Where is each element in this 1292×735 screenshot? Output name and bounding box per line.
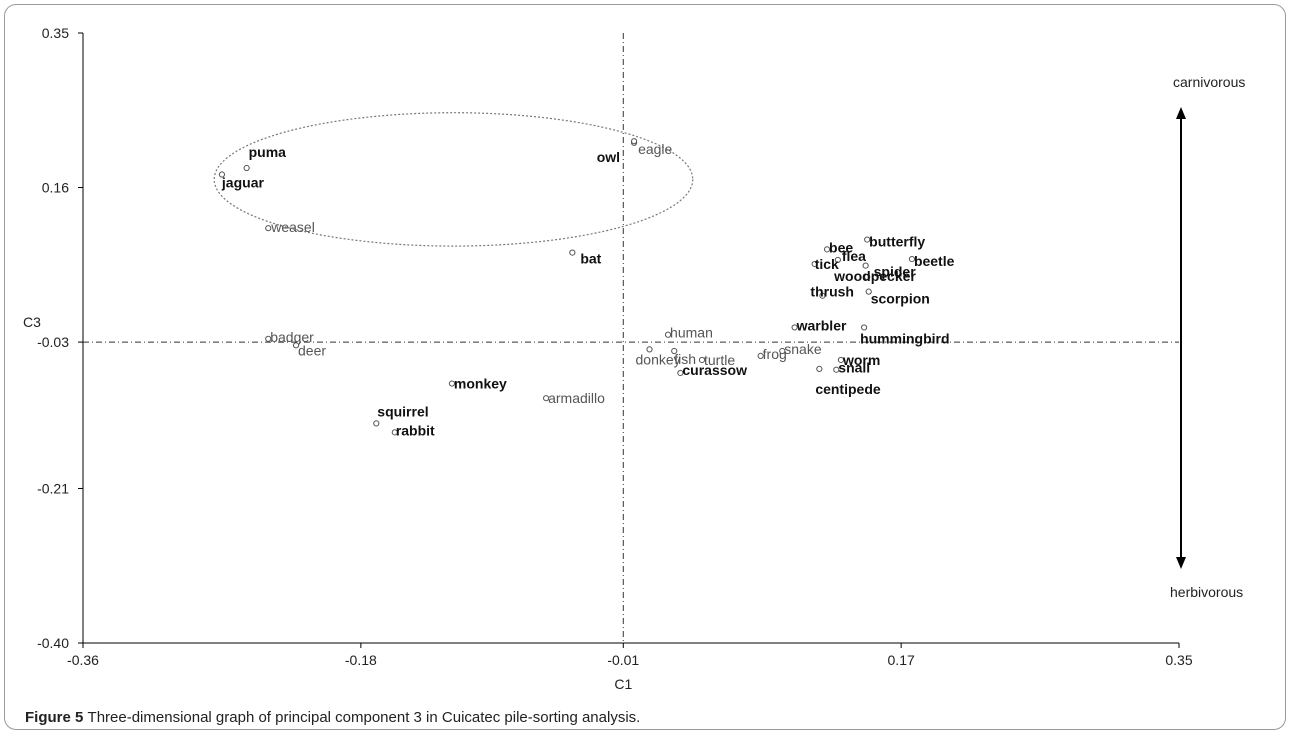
data-point-monkey [448,380,456,387]
point-label-snail: snail [838,360,870,376]
data-point-deer [292,342,300,349]
point-label-beetle: beetle [914,253,955,269]
point-label-scorpion: scorpion [871,291,930,307]
figure-caption: Figure 5 Three-dimensional graph of prin… [25,709,640,726]
data-point-puma [243,164,250,172]
point-label-bee: bee [829,239,853,255]
data-point-scorpion [865,288,872,295]
figure-frame: 0.35 0.16 -0.03 -0.21 -0.40 -0.36 -0.18 -0.01 0.… [4,4,1286,730]
point-label-hummingbird: hummingbird [860,330,949,346]
herbivorous-label: herbivorous [1170,584,1243,600]
scatter-chart: 0.35 0.16 -0.03 -0.21 -0.40-0.36 -0.18 -0.01 0.… [23,25,1245,692]
diet-arrow-head-down [1176,557,1186,569]
point-label-curassow: curassow [682,362,747,378]
point-label-monkey: monkey [454,376,507,392]
point-label-snake: snake [784,341,822,357]
y-tick-label: -0.21 [37,480,69,496]
data-point-badger [265,335,272,342]
data-point-jaguar [218,171,226,178]
x-tick-label: 0.17 [888,652,915,668]
data-point-eagle [630,138,638,145]
data-point-bat [569,249,576,256]
data-point-thrush [819,292,826,299]
data-point-curassow [677,369,684,377]
point-label-rabbit: rabbit [396,422,435,438]
y-tick-label: -0.03 [37,334,69,350]
point-label-flea: flea [842,248,866,264]
data-point-armadillo [542,395,550,402]
point-label-donkey: donkey [636,351,681,367]
data-point-centipede [816,365,823,373]
point-label-jaguar: jaguar [221,175,265,191]
x-tick-label: -0.18 [345,652,377,668]
data-point-bee [823,246,831,253]
point-label-deer: deer [298,342,326,358]
point-label-puma: puma [249,144,287,160]
point-label-badger: badger [270,329,314,345]
data-point-spider [862,262,869,269]
point-label-spider: spider [874,264,917,280]
point-label-eagle: eagle [638,141,672,157]
point-label-armadillo: armadillo [548,390,605,406]
x-tick-label: -0.01 [607,652,639,668]
point-label-centipede: centipede [815,381,881,397]
data-point-frog [757,352,764,359]
data-point-squirrel [373,420,380,427]
x-tick-label: -0.36 [67,652,99,668]
point-label-butterfly: butterfly [869,234,925,250]
carnivore-cluster-ellipse [213,112,694,247]
point-label-squirrel: squirrel [377,403,428,419]
y-tick-label: -0.40 [37,635,69,651]
point-label-human: human [670,325,713,341]
point-label-turtle: turtle [704,352,735,368]
data-point-hummingbird [860,324,868,331]
data-point-rabbit [391,429,398,436]
data-point-tick [811,260,818,268]
point-label-tick: tick [815,256,839,272]
point-label-woodpecker: woodpecker [833,268,916,284]
y-tick-label: 0.16 [42,180,69,196]
point-label-fish: fish [674,351,696,367]
point-label-owl: owl [597,149,620,165]
data-point-weasel [265,225,272,232]
data-point-woodpecker [864,273,871,281]
y-axis-label: C3 [23,314,41,330]
data-point-snail [833,366,840,373]
data-point-snake [779,347,786,355]
point-label-weasel: weasel [270,219,315,235]
data-point-beetle [908,256,916,263]
caption-lead: Figure 5 [25,709,84,726]
diet-arrow-head-up [1176,107,1186,119]
data-point-donkey [646,346,653,353]
carnivorous-label: carnivorous [1173,74,1245,90]
point-label-thrush: thrush [810,284,854,300]
data-point-fish [671,347,678,355]
data-point-warbler [791,324,798,331]
x-axis-label: C1 [614,676,632,692]
caption-text: Three-dimensional graph of principal com… [87,709,641,726]
x-tick-label: 0.35 [1165,652,1192,668]
data-point-worm [837,356,845,364]
data-point-human [664,331,672,338]
data-point-turtle [698,356,706,364]
point-label-bat: bat [580,251,601,267]
point-label-warbler: warbler [796,317,847,333]
point-label-worm: worm [842,352,880,368]
data-point-flea [834,256,841,264]
y-tick-label: 0.35 [42,25,69,41]
data-point-butterfly [864,236,871,243]
